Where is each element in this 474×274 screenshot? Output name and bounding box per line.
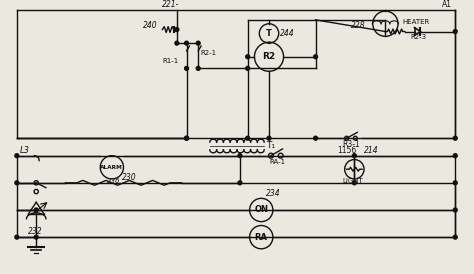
- Text: 1156: 1156: [337, 146, 356, 155]
- Circle shape: [175, 41, 179, 45]
- Circle shape: [453, 154, 457, 158]
- Circle shape: [184, 136, 189, 140]
- Text: R2-1: R2-1: [200, 50, 216, 56]
- Circle shape: [184, 66, 189, 70]
- Text: ALARM: ALARM: [100, 165, 123, 170]
- Text: ON: ON: [254, 206, 268, 215]
- Circle shape: [184, 41, 189, 45]
- Circle shape: [15, 181, 19, 185]
- Circle shape: [453, 30, 457, 33]
- Text: L3: L3: [20, 146, 30, 155]
- Text: R3-1: R3-1: [342, 140, 359, 149]
- Circle shape: [15, 235, 19, 239]
- Circle shape: [175, 28, 179, 32]
- Circle shape: [196, 66, 200, 70]
- Circle shape: [453, 235, 457, 239]
- Circle shape: [246, 66, 250, 70]
- Text: 214: 214: [364, 146, 379, 155]
- Circle shape: [353, 154, 356, 158]
- Circle shape: [353, 181, 356, 185]
- Text: R2-3: R2-3: [410, 34, 427, 40]
- Circle shape: [34, 208, 38, 212]
- Circle shape: [196, 41, 200, 45]
- Circle shape: [238, 181, 242, 185]
- Text: 234: 234: [266, 189, 281, 198]
- Circle shape: [267, 136, 271, 140]
- Circle shape: [15, 154, 19, 158]
- Text: RA-1: RA-1: [269, 159, 285, 165]
- Circle shape: [34, 235, 38, 239]
- Text: 232: 232: [28, 227, 43, 236]
- Circle shape: [246, 136, 250, 140]
- Text: 228: 228: [351, 21, 366, 30]
- Circle shape: [453, 181, 457, 185]
- Circle shape: [453, 208, 457, 212]
- Text: 244: 244: [280, 29, 294, 38]
- Text: T: T: [266, 29, 272, 38]
- Text: 221-: 221-: [162, 0, 180, 9]
- Text: LIGHT: LIGHT: [343, 178, 364, 184]
- Text: RA: RA: [255, 233, 268, 242]
- Text: 240: 240: [143, 21, 157, 30]
- Text: T₁: T₁: [266, 141, 275, 150]
- Circle shape: [246, 55, 250, 59]
- Text: R2: R2: [263, 52, 275, 61]
- Text: A1: A1: [442, 0, 452, 9]
- Circle shape: [314, 55, 318, 59]
- Circle shape: [184, 136, 189, 140]
- Text: R1-1: R1-1: [162, 58, 179, 64]
- Text: HEATER: HEATER: [403, 19, 430, 25]
- Circle shape: [238, 154, 242, 158]
- Circle shape: [453, 136, 457, 140]
- Text: 230: 230: [121, 173, 136, 182]
- Circle shape: [314, 136, 318, 140]
- Text: 236: 236: [107, 178, 120, 184]
